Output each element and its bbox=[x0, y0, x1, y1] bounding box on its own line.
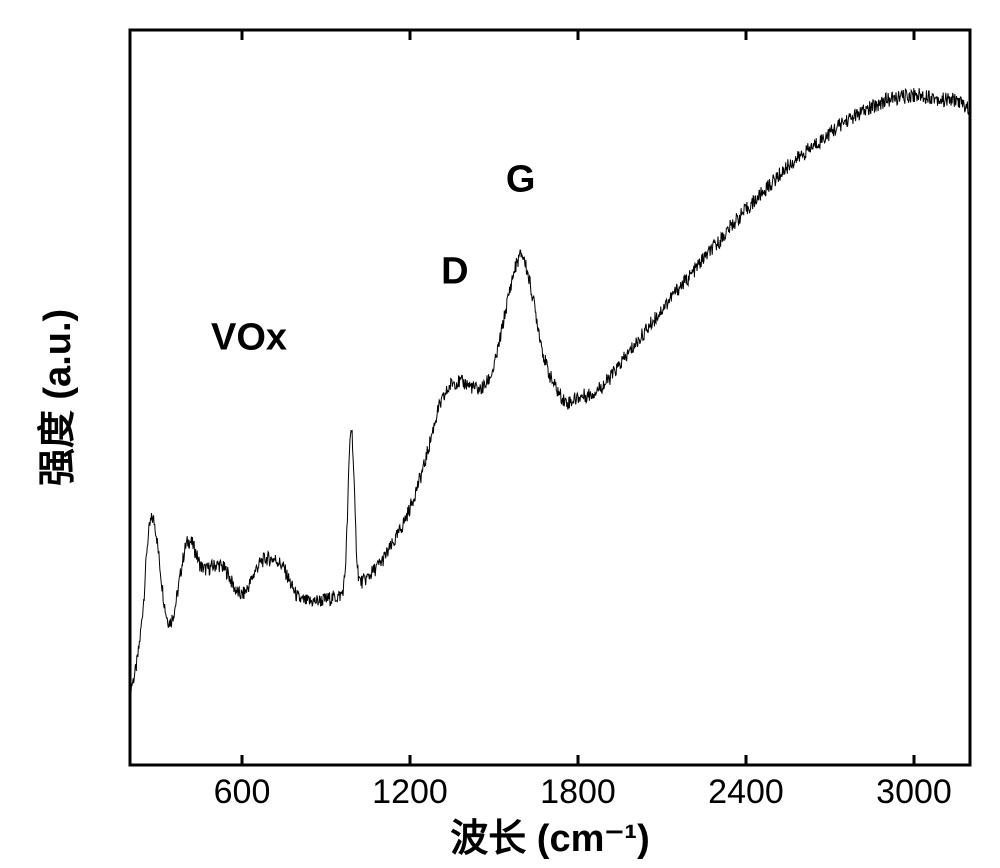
annotation-g: G bbox=[506, 159, 536, 201]
x-tick-label: 2400 bbox=[708, 773, 784, 811]
annotation-vox: VOx bbox=[211, 317, 287, 359]
y-axis-label: 强度 (a.u.) bbox=[37, 309, 79, 486]
chart-svg: 600 1200 1800 2400 3000 波长 (cm⁻¹) 强度 (a.u.) VOx… bbox=[0, 0, 1000, 868]
x-axis-label: 波长 (cm⁻¹) bbox=[450, 818, 650, 860]
annotation-d: D bbox=[441, 251, 468, 293]
x-tick-label: 1200 bbox=[372, 773, 448, 811]
x-tick-label: 1800 bbox=[540, 773, 616, 811]
raman-spectrum-chart: 600 1200 1800 2400 3000 波长 (cm⁻¹) 强度 (a.u.) VOx… bbox=[0, 0, 1000, 868]
x-tick-label: 600 bbox=[214, 773, 271, 811]
x-tick-label: 3000 bbox=[876, 773, 952, 811]
